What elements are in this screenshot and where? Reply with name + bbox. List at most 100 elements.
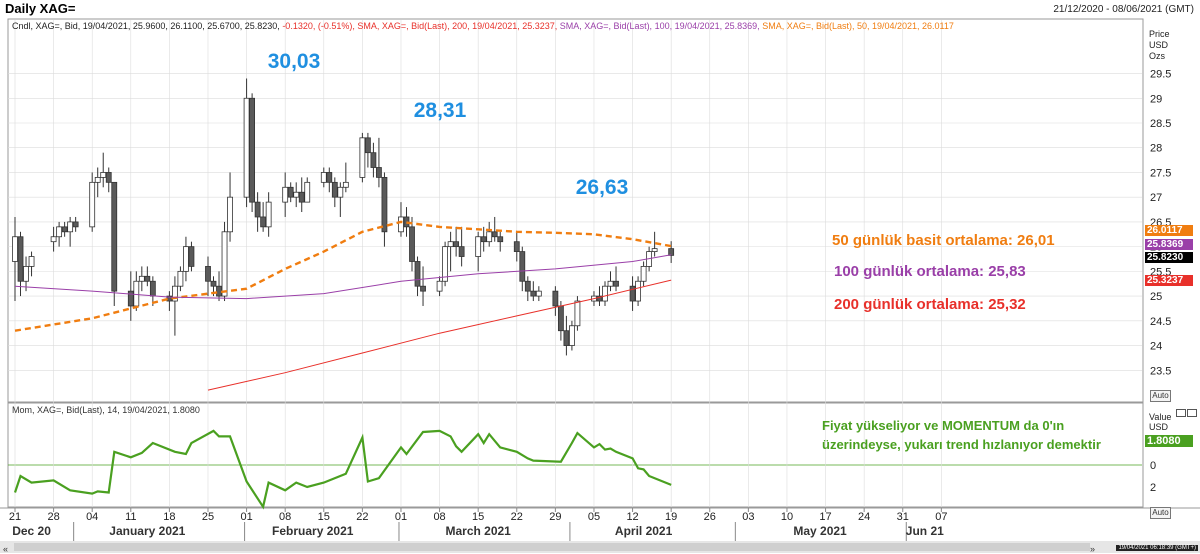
candle-body	[320, 172, 327, 183]
sma200-annotation: 200 günlük ortalama: 25,32	[834, 296, 1026, 313]
candle-body	[475, 236, 482, 257]
price-tick-label: 29	[1150, 93, 1162, 105]
candle-body	[111, 181, 118, 292]
candle-body	[420, 285, 426, 292]
candle-body	[442, 246, 448, 282]
candle-body	[205, 266, 211, 282]
candle-info: Cndl, XAG=, Bid, 19/04/2021, 25.9600, 26…	[12, 21, 280, 31]
price-auto-button[interactable]: Auto	[1150, 390, 1171, 402]
scroll-right-button[interactable]: »	[1090, 544, 1096, 554]
scroll-left-button[interactable]: «	[3, 544, 9, 554]
time-tick-label: 15	[318, 511, 330, 523]
candle-body	[100, 172, 107, 178]
momentum-unit-1: Value	[1149, 412, 1172, 422]
candle-body	[337, 186, 344, 198]
time-tick-label: 01	[395, 511, 407, 523]
candle-body	[23, 266, 29, 282]
candle-body	[133, 280, 140, 307]
sma50-info: SMA, XAG=, Bid(Last), 50, 19/04/2021, 26…	[762, 21, 954, 31]
month-label: March 2021	[445, 524, 511, 538]
candle-body	[326, 172, 333, 183]
candle-body	[287, 186, 294, 198]
candle-body	[602, 285, 608, 302]
candle-body	[530, 290, 537, 297]
momentum-legend: Mom, XAG=, Bid(Last), 14, 19/04/2021, 1.…	[12, 405, 200, 415]
candle-body	[563, 330, 570, 346]
peak-label-2: 28,31	[414, 99, 467, 122]
time-tick-label: 25	[202, 511, 214, 523]
candle-body	[376, 167, 382, 178]
price-tick-label: 23.5	[1150, 365, 1171, 377]
candle-body	[188, 246, 195, 267]
candle-body	[486, 231, 493, 243]
month-label: May 2021	[793, 524, 847, 538]
candle-body	[524, 280, 531, 292]
time-tick-label: 28	[47, 511, 59, 523]
time-tick-label: 22	[356, 511, 368, 523]
price-tick-label: 27.5	[1150, 167, 1171, 179]
candle-body	[635, 280, 641, 302]
candle-body	[260, 216, 267, 228]
sma100-annotation: 100 günlük ortalama: 25,83	[834, 263, 1026, 280]
candle-body	[293, 191, 300, 198]
candle-body	[491, 231, 498, 238]
candle-body	[436, 280, 443, 292]
candle-body	[50, 236, 57, 243]
candle-body	[221, 231, 228, 297]
momentum-line	[13, 429, 672, 510]
candle-body	[216, 285, 222, 297]
time-tick-label: 18	[163, 511, 175, 523]
candle-body	[17, 236, 24, 282]
candle-body	[574, 300, 581, 327]
candle-body	[12, 236, 18, 262]
candle-body	[596, 295, 603, 302]
sma-100-line	[14, 254, 672, 300]
candle-body	[668, 248, 675, 256]
time-tick-label: 17	[819, 511, 831, 523]
candle-body	[56, 226, 63, 238]
time-tick-label: 15	[472, 511, 484, 523]
panel-controls[interactable]	[1176, 404, 1198, 417]
time-tick-label: 07	[935, 511, 947, 523]
candle-body	[177, 270, 184, 287]
candle-body	[409, 226, 415, 262]
momentum-auto-button[interactable]: Auto	[1150, 507, 1171, 519]
time-tick-label: 29	[549, 511, 561, 523]
sma100-value-tag: 25.8369	[1145, 239, 1193, 250]
time-tick-label: 10	[781, 511, 793, 523]
candle-body	[370, 152, 377, 168]
time-tick-label: 31	[897, 511, 909, 523]
candle-body	[381, 176, 388, 233]
candle-body	[227, 196, 233, 233]
sma-200-line	[207, 279, 672, 391]
candle-body	[557, 305, 564, 332]
sma-50-line	[14, 220, 672, 332]
maximize-icon[interactable]	[1187, 409, 1197, 417]
price-unit-2: USD	[1149, 40, 1169, 50]
month-label: Dec 20	[12, 524, 51, 538]
sma50-annotation: 50 günlük basit ortalama: 26,01	[832, 232, 1055, 249]
candle-body	[282, 186, 289, 203]
candle-body	[480, 236, 487, 243]
candle-body	[28, 256, 35, 267]
momentum-unit-2: USD	[1149, 422, 1169, 432]
candle-body	[94, 176, 101, 183]
candle-body	[304, 181, 311, 203]
candle-body	[359, 137, 366, 178]
month-label: April 2021	[615, 524, 673, 538]
candle-body	[640, 266, 647, 282]
candle-body	[249, 97, 256, 203]
time-tick-label: 24	[858, 511, 870, 523]
month-label: Jun 21	[906, 524, 944, 538]
minimize-icon[interactable]	[1176, 409, 1186, 417]
price-tick-label: 25	[1150, 291, 1162, 303]
momentum-annotation-1: Fiyat yükseliyor ve MOMENTUM da 0'ın	[822, 418, 1064, 433]
momentum-tick-label: 2	[1150, 482, 1156, 494]
candle-body	[447, 241, 454, 248]
candle-body	[651, 248, 658, 252]
time-tick-label: 08	[279, 511, 291, 523]
sma200-value-tag: 25.3237	[1145, 275, 1193, 286]
candle-body	[265, 201, 272, 228]
date-range: 21/12/2020 - 08/06/2021 (GMT)	[1053, 4, 1194, 15]
